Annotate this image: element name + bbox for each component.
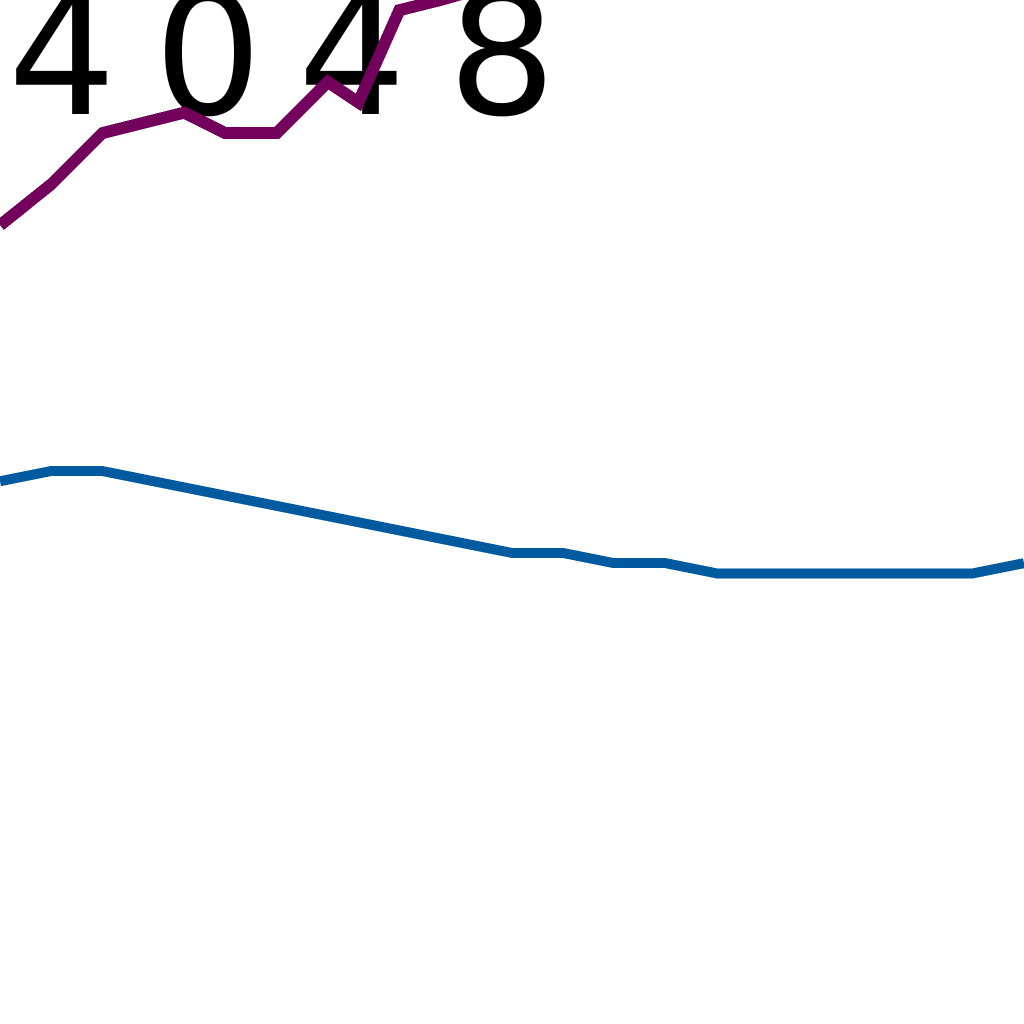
tick-label: 8 (448, 0, 556, 155)
series-line-1 (0, 0, 463, 230)
series-line-2 (0, 466, 1024, 579)
